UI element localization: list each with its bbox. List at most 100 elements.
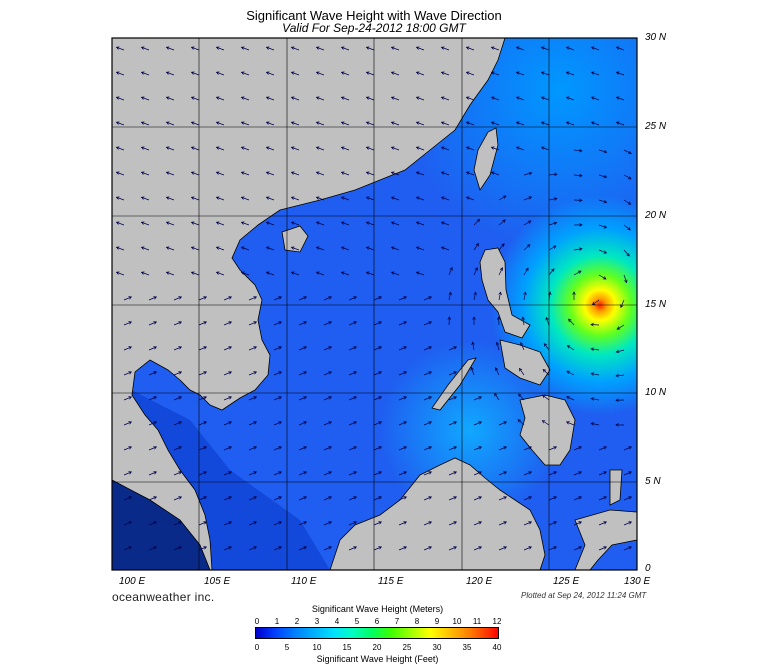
- wave-arrow-head: [603, 546, 608, 550]
- wave-arrow: [416, 221, 425, 226]
- wave-arrow-head: [403, 296, 408, 300]
- colorbar-meters-tick: 10: [452, 617, 462, 626]
- wave-arrow-head: [315, 96, 320, 100]
- wave-arrow: [616, 71, 625, 76]
- wave-arrow-head: [540, 46, 545, 50]
- wave-arrow: [466, 196, 475, 201]
- wave-arrow-head: [440, 96, 445, 100]
- wave-arrow: [423, 396, 432, 401]
- wave-arrow: [173, 396, 182, 401]
- wave-arrow: [491, 146, 500, 151]
- wave-arrow-head: [578, 521, 583, 525]
- wave-arrow: [598, 224, 607, 228]
- wave-arrow: [423, 296, 432, 301]
- wave-arrow-head: [115, 196, 120, 200]
- wave-arrow-head: [290, 271, 295, 275]
- colorbar-meters-tick: 4: [334, 617, 340, 626]
- wave-arrow: [148, 471, 157, 476]
- wave-arrow: [566, 46, 575, 51]
- wave-arrow-head: [590, 46, 595, 50]
- wave-arrow: [498, 219, 506, 226]
- wave-arrow-head: [153, 446, 158, 450]
- wave-arrow-head: [603, 225, 608, 229]
- wave-arrow-head: [203, 496, 208, 500]
- wave-arrow-head: [153, 521, 158, 525]
- wave-arrow-head: [365, 246, 370, 250]
- wave-arrow-head: [615, 46, 620, 50]
- wave-arrow-head: [415, 196, 420, 200]
- wave-arrow-head: [365, 221, 370, 225]
- wave-arrow-head: [265, 271, 270, 275]
- wave-arrow-head: [228, 321, 233, 325]
- wave-arrow-head: [203, 421, 208, 425]
- wave-arrow: [548, 173, 557, 176]
- wave-arrow: [543, 343, 550, 351]
- wave-arrow-head: [503, 421, 508, 425]
- wave-arrow: [423, 421, 432, 426]
- wave-arrow: [423, 471, 432, 476]
- wave-arrow-head: [553, 471, 558, 475]
- wave-arrow: [316, 71, 325, 76]
- wave-arrow: [266, 246, 275, 251]
- colorbar-meters-tick: 7: [394, 617, 400, 626]
- wave-arrow-head: [542, 394, 546, 399]
- wave-arrow: [348, 321, 357, 326]
- wave-arrow-head: [290, 246, 295, 250]
- wave-arrow-head: [551, 268, 555, 272]
- wave-arrow: [273, 471, 282, 476]
- wave-arrow: [341, 196, 350, 201]
- wave-arrow: [441, 46, 450, 51]
- wave-arrow-head: [140, 146, 145, 150]
- wave-arrow-head: [553, 446, 558, 450]
- wave-arrow: [291, 221, 300, 226]
- lat-label-10n: 10 N: [645, 387, 667, 398]
- wave-arrow-head: [525, 267, 529, 272]
- wave-arrow-head: [278, 371, 283, 375]
- palawan-island: [431, 357, 477, 411]
- wave-arrow: [623, 224, 631, 231]
- wave-arrow-head: [603, 200, 608, 204]
- wave-arrow: [116, 71, 125, 76]
- wave-arrow-head: [415, 246, 420, 250]
- wave-arrow-head: [328, 496, 333, 500]
- wave-arrow: [548, 268, 555, 276]
- wave-arrow: [191, 196, 200, 201]
- wave-arrow: [348, 421, 357, 426]
- colorbar-feet-tick: 15: [342, 643, 352, 652]
- colorbar-feet-tick: 25: [402, 643, 412, 652]
- wave-arrow: [523, 496, 532, 501]
- wave-arrow-head: [591, 301, 596, 306]
- wave-arrow: [116, 271, 125, 276]
- wave-arrow: [123, 521, 132, 526]
- wave-arrow-head: [475, 242, 480, 247]
- wave-arrow: [173, 521, 182, 526]
- wave-arrow: [116, 196, 125, 201]
- wave-arrow-head: [328, 321, 333, 325]
- wave-arrow: [416, 171, 425, 176]
- wave-arrow: [198, 396, 207, 401]
- wave-arrow: [166, 121, 175, 126]
- wave-arrow: [366, 221, 375, 226]
- wave-arrow: [366, 246, 375, 251]
- colorbar-meters-tick: 11: [472, 617, 482, 626]
- wave-arrow: [516, 46, 525, 51]
- wave-arrow: [473, 471, 482, 476]
- wave-arrow: [373, 446, 382, 451]
- wave-arrow-head: [215, 246, 220, 250]
- wave-arrow: [198, 521, 207, 526]
- wave-arrow-head: [577, 270, 582, 274]
- wave-arrow-head: [265, 96, 270, 100]
- wave-arrow: [566, 96, 575, 101]
- wave-arrow: [473, 396, 482, 401]
- wave-arrow: [141, 196, 150, 201]
- wave-arrow-head: [315, 221, 320, 225]
- wave-arrow: [366, 71, 375, 76]
- wave-arrow: [223, 471, 232, 476]
- wave-arrow: [466, 146, 475, 151]
- wave-arrow: [373, 496, 382, 501]
- wave-arrow-head: [428, 346, 433, 350]
- wave-arrow-head: [465, 171, 470, 175]
- wave-arrow-head: [178, 346, 183, 350]
- wave-arrow: [523, 521, 532, 526]
- wave-arrow: [141, 121, 150, 126]
